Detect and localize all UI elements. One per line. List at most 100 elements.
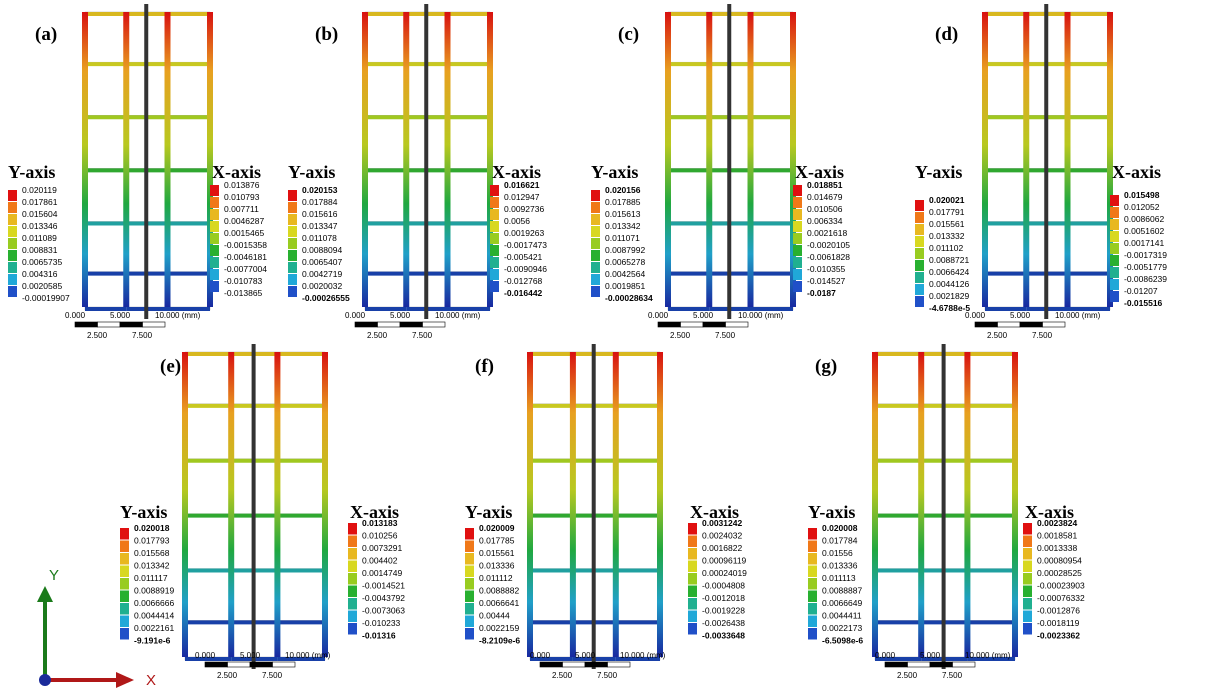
legend-swatch <box>793 281 802 292</box>
legend-value: 0.0051602 <box>1124 226 1164 236</box>
legend-value: 0.011071 <box>605 233 640 243</box>
legend-value: 0.020156 <box>605 185 641 195</box>
legend-swatch <box>591 286 600 297</box>
legend-value: 0.0065735 <box>22 257 62 267</box>
legend-swatch <box>793 185 802 196</box>
legend-swatch <box>465 553 474 565</box>
legend-swatch <box>288 190 297 201</box>
legend-swatch <box>1110 231 1119 242</box>
post <box>403 12 409 307</box>
legend-value: 0.0020032 <box>302 281 342 291</box>
legend-swatch <box>8 214 17 225</box>
legend-swatch <box>1110 243 1119 254</box>
legend-value: -9.191e-6 <box>134 636 171 646</box>
legend-value: 0.0013338 <box>1037 543 1077 553</box>
legend-swatch <box>348 561 357 573</box>
legend-value: 0.015613 <box>605 209 641 219</box>
legend-value: 0.010256 <box>362 531 398 541</box>
legend-value: 0.017885 <box>605 197 641 207</box>
legend-value: 0.020009 <box>479 523 515 533</box>
legend-swatch <box>288 214 297 225</box>
legend-value: -0.00026555 <box>302 293 350 303</box>
legend-value: 0.0019263 <box>504 228 544 238</box>
legend-swatch <box>793 233 802 244</box>
legend-value: 0.017791 <box>929 207 965 217</box>
legend-value: 0.0019851 <box>605 281 645 291</box>
panel: (c)Y-axis0.0201560.0178850.0156130.01334… <box>591 4 850 340</box>
legend-value: 0.0066666 <box>134 598 174 608</box>
x-heading: X-axis <box>1112 162 1161 182</box>
legend-value: -0.013865 <box>224 288 263 298</box>
legend-swatch <box>915 212 924 223</box>
legend-value: 0.013346 <box>22 221 58 231</box>
legend-swatch <box>591 262 600 273</box>
scale-label: 2.500 <box>217 671 238 680</box>
legend-value: 0.0044414 <box>134 611 174 621</box>
legend-swatch <box>465 528 474 540</box>
legend-swatch <box>808 566 817 578</box>
legend-swatch <box>808 591 817 603</box>
legend-value: 0.0031242 <box>702 518 742 528</box>
y-heading: Y-axis <box>120 502 167 522</box>
legend-value: 0.011102 <box>929 243 963 253</box>
panel-label: (b) <box>315 24 338 45</box>
legend-swatch <box>8 262 17 273</box>
legend-swatch <box>465 616 474 628</box>
legend-value: 0.015616 <box>302 209 338 219</box>
legend-swatch <box>288 202 297 213</box>
legend-value: 0.013336 <box>822 561 858 571</box>
legend-swatch <box>8 274 17 285</box>
legend-swatch <box>465 578 474 590</box>
legend-swatch <box>808 553 817 565</box>
scale-bar-segment <box>930 662 953 667</box>
legend-value: 0.0021829 <box>929 291 969 301</box>
legend-swatch <box>288 274 297 285</box>
scale-label: 7.500 <box>262 671 283 680</box>
legend-value: 0.0022161 <box>134 623 174 633</box>
legend-value: 0.0044126 <box>929 279 969 289</box>
x-arrow-head <box>116 672 134 688</box>
legend-value: -0.0073063 <box>362 606 405 616</box>
legend-swatch <box>8 250 17 261</box>
legend-swatch <box>688 561 697 573</box>
legend-value: 0.0023824 <box>1037 518 1077 528</box>
legend-swatch <box>688 536 697 548</box>
post <box>665 12 671 307</box>
legend-value: -0.014527 <box>807 276 846 286</box>
legend-swatch <box>120 528 129 540</box>
legend-swatch <box>465 591 474 603</box>
legend-value: 0.013342 <box>605 221 641 231</box>
legend-value: 0.0042564 <box>605 269 645 279</box>
scale-bar-segment <box>423 322 446 327</box>
legend-swatch <box>915 296 924 307</box>
legend-swatch <box>490 221 499 232</box>
legend-value: -0.0086239 <box>1124 274 1167 284</box>
legend-swatch <box>915 224 924 235</box>
legend-value: -0.0187 <box>807 288 836 298</box>
legend-swatch <box>210 221 219 232</box>
legend-value: 0.015561 <box>479 548 515 558</box>
legend-value: 0.011117 <box>134 573 168 583</box>
legend-swatch <box>1023 523 1032 535</box>
legend-swatch <box>793 209 802 220</box>
legend-value: 0.01556 <box>822 548 853 558</box>
scale-label: 7.500 <box>412 331 433 340</box>
scale-bar-segment <box>1020 322 1043 327</box>
legend-value: 0.020119 <box>22 185 57 195</box>
scale-label: 10.000 (mm) <box>1055 311 1101 320</box>
y-heading: Y-axis <box>8 162 55 182</box>
legend-swatch <box>1110 207 1119 218</box>
legend-value: 0.013332 <box>929 231 965 241</box>
legend-value: 0.0056 <box>504 216 530 226</box>
legend-value: 0.012947 <box>504 192 540 202</box>
legend-value: -0.00019907 <box>22 293 70 303</box>
legend-value: 0.008831 <box>22 245 58 255</box>
legend-swatch <box>490 269 499 280</box>
legend-swatch <box>348 623 357 635</box>
legend-swatch <box>288 250 297 261</box>
legend-value: -0.0012018 <box>702 593 745 603</box>
legend-value: 0.0042719 <box>302 269 342 279</box>
legend-value: -0.0020105 <box>807 240 850 250</box>
legend-swatch <box>688 598 697 610</box>
legend-value: -0.00023903 <box>1037 581 1085 591</box>
